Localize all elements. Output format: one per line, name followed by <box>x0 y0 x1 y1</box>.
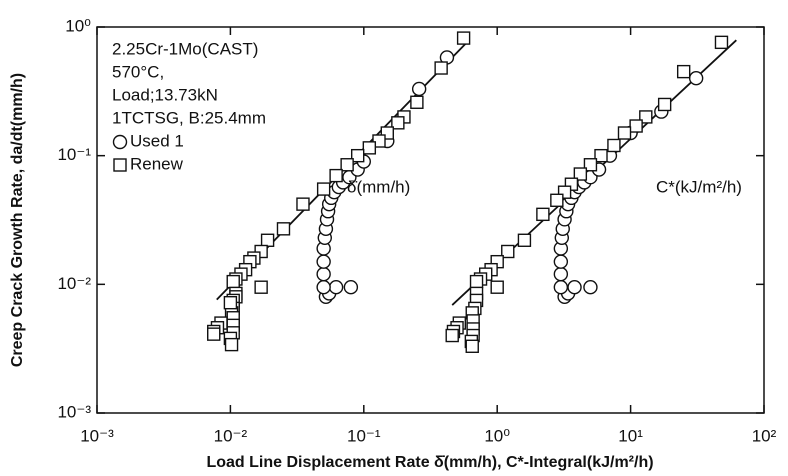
square-marker <box>607 138 621 153</box>
square-marker <box>517 233 532 247</box>
square-marker <box>260 233 275 247</box>
legend-label: Used 1 <box>130 131 184 150</box>
circle-marker <box>553 266 569 282</box>
circle-marker <box>112 134 128 150</box>
square-marker <box>536 207 550 222</box>
square-marker <box>391 116 405 130</box>
square-marker <box>223 295 238 310</box>
square-marker <box>501 244 515 259</box>
x-tick-label: 10⁻¹ <box>347 426 381 445</box>
square-marker <box>550 193 564 207</box>
y-tick-label: 10⁻¹ <box>57 145 91 164</box>
square-marker <box>113 158 127 172</box>
circle-marker <box>688 71 704 86</box>
circle-marker <box>343 279 359 295</box>
plot-frame <box>96 26 765 414</box>
x-tick-label: 10¹ <box>618 426 643 445</box>
square-marker <box>207 327 221 341</box>
square-marker <box>629 119 643 133</box>
circle-marker <box>411 81 427 97</box>
square-marker <box>594 148 608 163</box>
square-marker <box>296 197 310 211</box>
square-marker <box>410 95 424 109</box>
circle-marker <box>553 279 569 295</box>
square-marker <box>254 280 268 294</box>
annotation: δ̇(mm/h) <box>347 177 410 196</box>
y-tick-label: 10⁻³ <box>57 402 91 421</box>
info-text: 570°C, <box>112 62 164 81</box>
circle-marker <box>316 254 331 269</box>
circle-marker <box>583 279 598 295</box>
circle-marker <box>316 266 331 282</box>
square-marker <box>224 337 239 352</box>
square-marker <box>445 328 459 343</box>
circle-marker <box>567 279 582 295</box>
square-marker <box>465 339 479 353</box>
square-marker <box>276 222 291 236</box>
square-marker <box>340 158 354 172</box>
square-marker <box>676 64 691 79</box>
square-marker <box>583 158 598 172</box>
square-marker <box>657 97 672 112</box>
square-marker <box>434 61 448 75</box>
info-text: 2.25Cr-1Mo(CAST) <box>112 39 258 58</box>
circle-marker <box>316 279 331 295</box>
x-axis-label: Load Line Displacement Rate δ̇(mm/h), C*… <box>206 454 653 471</box>
square-marker <box>617 126 632 140</box>
square-marker <box>456 31 471 45</box>
y-tick-label: 10⁻² <box>57 274 91 293</box>
x-tick-label: 10² <box>752 426 777 445</box>
x-tick-label: 10⁰ <box>484 426 510 445</box>
circle-marker <box>328 279 344 295</box>
y-axis-label: Creep Crack Growth Rate, da/dt(mm/h) <box>9 73 26 367</box>
square-marker <box>573 167 588 181</box>
square-marker <box>226 274 240 289</box>
y-tick-label: 10⁰ <box>65 16 91 35</box>
square-marker <box>350 148 365 163</box>
annotation: C*(kJ/m²/h) <box>656 177 742 196</box>
info-text: 1TCTSG, B:25.4mm <box>112 108 266 127</box>
square-marker <box>490 280 504 294</box>
square-marker <box>329 168 343 183</box>
info-text: Load;13.73kN <box>112 85 218 104</box>
x-tick-label: 10⁻² <box>214 426 248 445</box>
square-marker <box>714 35 729 50</box>
legend-label: Renew <box>130 154 184 173</box>
square-marker <box>362 141 377 155</box>
square-marker <box>316 182 331 196</box>
square-marker <box>469 274 484 289</box>
x-tick-label: 10⁻³ <box>80 426 114 445</box>
circle-marker <box>553 254 569 269</box>
